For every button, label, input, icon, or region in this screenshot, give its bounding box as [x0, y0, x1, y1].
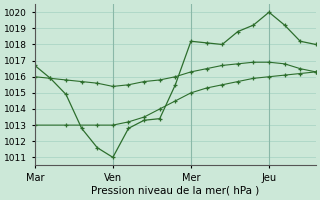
X-axis label: Pression niveau de la mer( hPa ): Pression niveau de la mer( hPa ) [91, 186, 260, 196]
